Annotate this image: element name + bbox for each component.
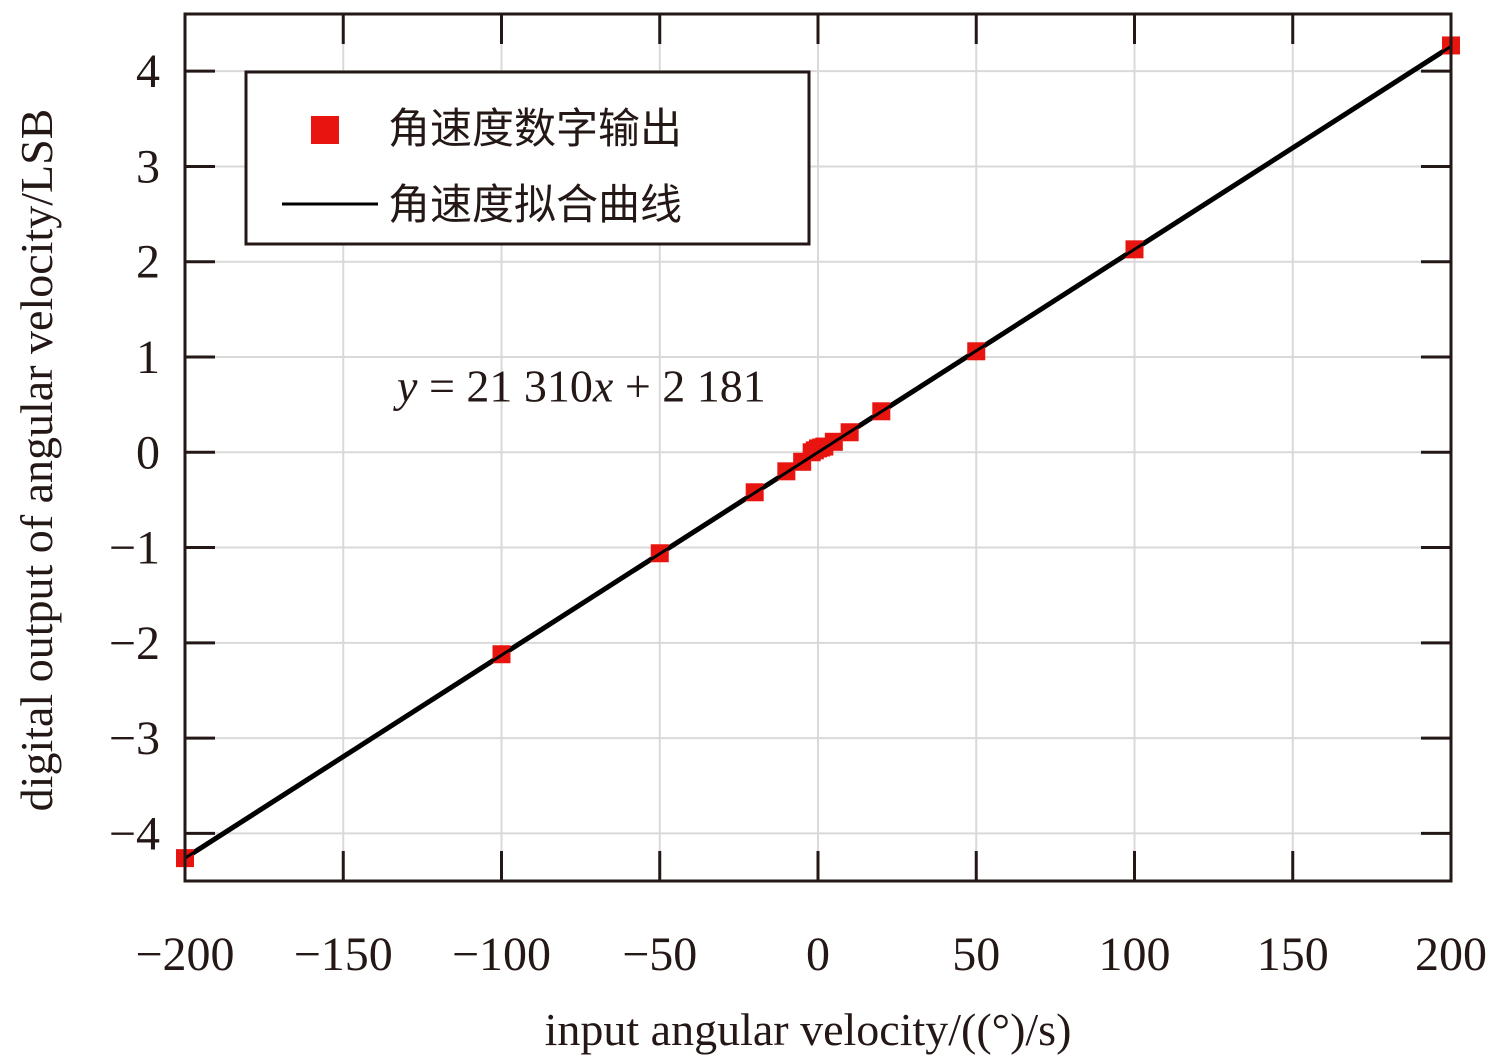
y-tick-label: −1	[109, 522, 160, 575]
legend: 角速度数字输出 角速度拟合曲线	[244, 70, 811, 246]
y-tick-label: −4	[109, 807, 160, 860]
y-tick-label: −2	[109, 617, 160, 670]
equation-intercept: + 2 181	[613, 361, 765, 412]
x-tick-label: 100	[1099, 928, 1171, 981]
legend-marker-swatch	[311, 116, 339, 144]
y-tick-label: 3	[136, 140, 160, 193]
x-tick-label: −100	[452, 928, 551, 981]
fit-line-overlay	[184, 45, 1452, 860]
y-tick-label: 1	[136, 331, 160, 384]
legend-label-fit-line: 角速度拟合曲线	[388, 180, 682, 229]
plot-frame	[183, 12, 1453, 883]
x-tick-labels: −200 −150 −100 −50 0 50 100 150 200	[135, 928, 1487, 981]
x-tick-label: −200	[135, 928, 234, 981]
equation-y-var: y	[393, 361, 418, 412]
equation-coefficient: = 21 310	[417, 361, 592, 412]
x-tick-label: 50	[952, 928, 1000, 981]
y-tick-label: 4	[136, 45, 160, 98]
legend-label-markers: 角速度数字输出	[388, 104, 682, 153]
y-tick-label: 2	[136, 236, 160, 289]
marker-series	[176, 36, 1460, 868]
y-tick-label: 0	[136, 426, 160, 479]
y-axis-label: digital output of angular velocity/LSB	[11, 109, 62, 812]
axis-ticks	[183, 14, 1453, 881]
x-tick-label: −50	[622, 928, 697, 981]
x-tick-label: −150	[294, 928, 393, 981]
equation-x-var: x	[592, 361, 614, 412]
y-tick-label: −3	[109, 712, 160, 765]
x-tick-label: 150	[1257, 928, 1329, 981]
y-tick-labels: −4 −3 −2 −1 0 1 2 3 4	[109, 45, 160, 860]
x-tick-label: 200	[1415, 928, 1487, 981]
x-axis-label: input angular velocity/((°)/s)	[545, 1004, 1072, 1055]
fit-equation-annotation: y = 21 310x + 2 181	[393, 361, 766, 412]
legend-box	[244, 70, 811, 246]
x-tick-label: 0	[806, 928, 830, 981]
